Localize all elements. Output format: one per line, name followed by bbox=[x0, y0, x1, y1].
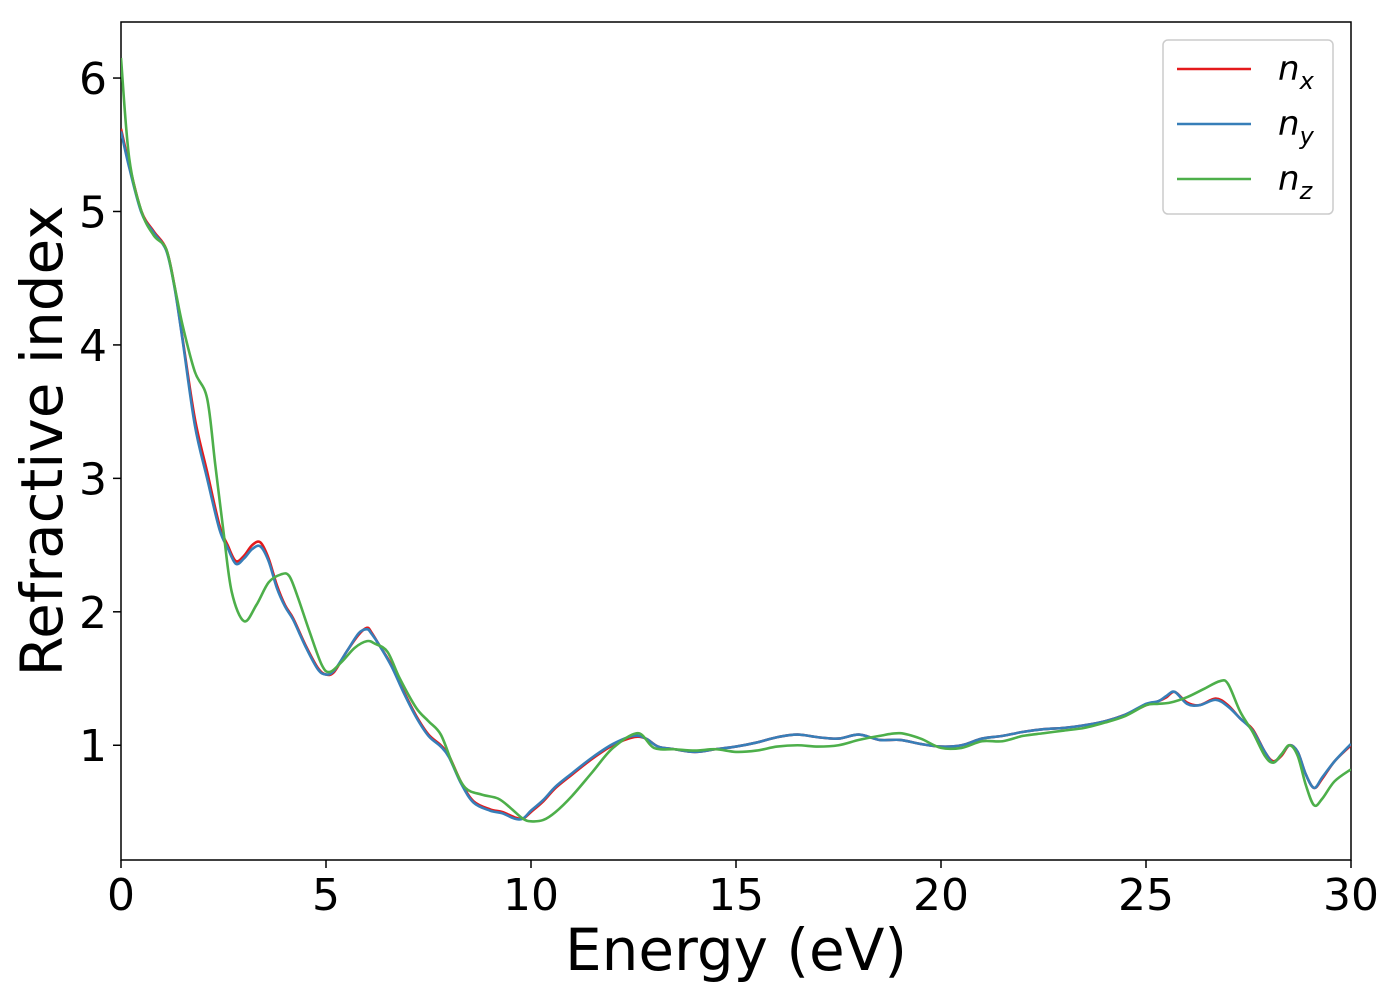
y-tick-label: 2 bbox=[79, 588, 107, 639]
legend-label-main: n bbox=[1278, 104, 1300, 144]
legend-box bbox=[1162, 39, 1334, 215]
legend-label-nz: nz bbox=[1278, 159, 1314, 205]
legend-label-main: n bbox=[1278, 159, 1300, 199]
x-axis-ticks: 0 5 10 15 20 25 30 bbox=[107, 860, 1379, 921]
x-tick-label: 20 bbox=[913, 870, 969, 921]
x-tick-label: 10 bbox=[503, 870, 559, 921]
x-tick-label: 15 bbox=[708, 870, 764, 921]
series-line-ny bbox=[121, 131, 1351, 821]
series-layer bbox=[121, 57, 1351, 823]
y-tick-label: 1 bbox=[79, 721, 107, 772]
legend-label-subscript: y bbox=[1299, 122, 1315, 150]
x-axis-label: Energy (eV) bbox=[565, 916, 907, 984]
y-tick-label: 4 bbox=[79, 321, 107, 372]
y-axis-ticks: 1 2 3 4 5 6 bbox=[79, 54, 121, 772]
y-tick-label: 6 bbox=[79, 54, 107, 105]
x-tick-label: 0 bbox=[107, 870, 135, 921]
series-line-nx bbox=[121, 128, 1351, 821]
legend-label-ny: ny bbox=[1278, 104, 1315, 150]
x-tick-label: 25 bbox=[1118, 870, 1174, 921]
legend-label-main: n bbox=[1278, 49, 1300, 89]
legend-label-subscript: x bbox=[1299, 67, 1315, 95]
legend-label-nx: nx bbox=[1278, 49, 1315, 95]
y-tick-label: 5 bbox=[79, 187, 107, 238]
legend-label-subscript: z bbox=[1299, 177, 1314, 205]
series-line-nz bbox=[121, 57, 1351, 823]
y-tick-label: 3 bbox=[79, 454, 107, 505]
y-axis-label: Refractive index bbox=[8, 205, 76, 676]
x-tick-label: 30 bbox=[1323, 870, 1379, 921]
x-tick-label: 5 bbox=[312, 870, 340, 921]
